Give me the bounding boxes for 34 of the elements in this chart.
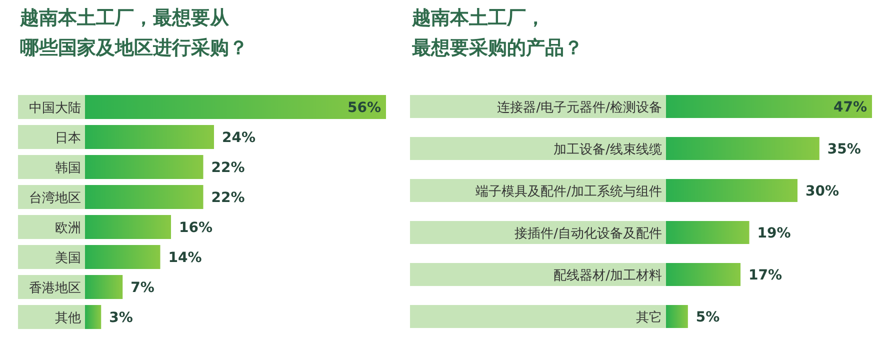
y-tick-label: 中国大陆 [29,101,81,116]
data-label: 16% [179,220,213,236]
y-tick-label: 香港地区 [29,281,81,296]
data-label: 7% [130,280,154,296]
y-tick-label: 台湾地区 [29,190,81,206]
data-label: 5% [696,310,720,326]
bar [85,305,102,329]
data-label: 35% [827,142,861,158]
y-tick-label: 配线器材/加工材料 [554,268,662,284]
chart-title: 越南本土工厂，最想要从哪些国家及地区进行采购？ [19,7,248,59]
data-label: 30% [805,184,840,200]
y-tick-label: 加工设备/线束线缆 [554,142,662,158]
data-label: 3% [109,310,133,326]
data-label: 19% [757,226,791,242]
y-tick-label: 端子模具及配件/加工系统与组件 [476,184,662,200]
y-tick-label: 日本 [55,131,81,146]
text: 越南本土工厂，最想要采购的产品？ [411,7,583,59]
y-tick-label: 美国 [55,250,81,266]
data-label: 22% [211,190,245,206]
y-tick-label: 其它 [636,310,662,326]
y-tick-label: 韩国 [55,161,81,176]
data-label: 14% [168,250,202,266]
data-label: 22% [211,160,245,176]
bar [666,221,750,244]
y-tick-label: 欧洲 [55,221,81,236]
bar [666,263,741,286]
y-tick-label: 其他 [55,311,81,326]
data-label: 24% [222,130,256,146]
y-tick-label: 连接器/电子元器件/检测设备 [497,100,662,116]
y-tick-label: 接插件/自动化设备及配件 [514,226,662,242]
data-label: 47% [833,100,867,116]
bar [666,305,688,328]
data-label: 56% [347,100,381,116]
data-label: 17% [748,268,782,284]
